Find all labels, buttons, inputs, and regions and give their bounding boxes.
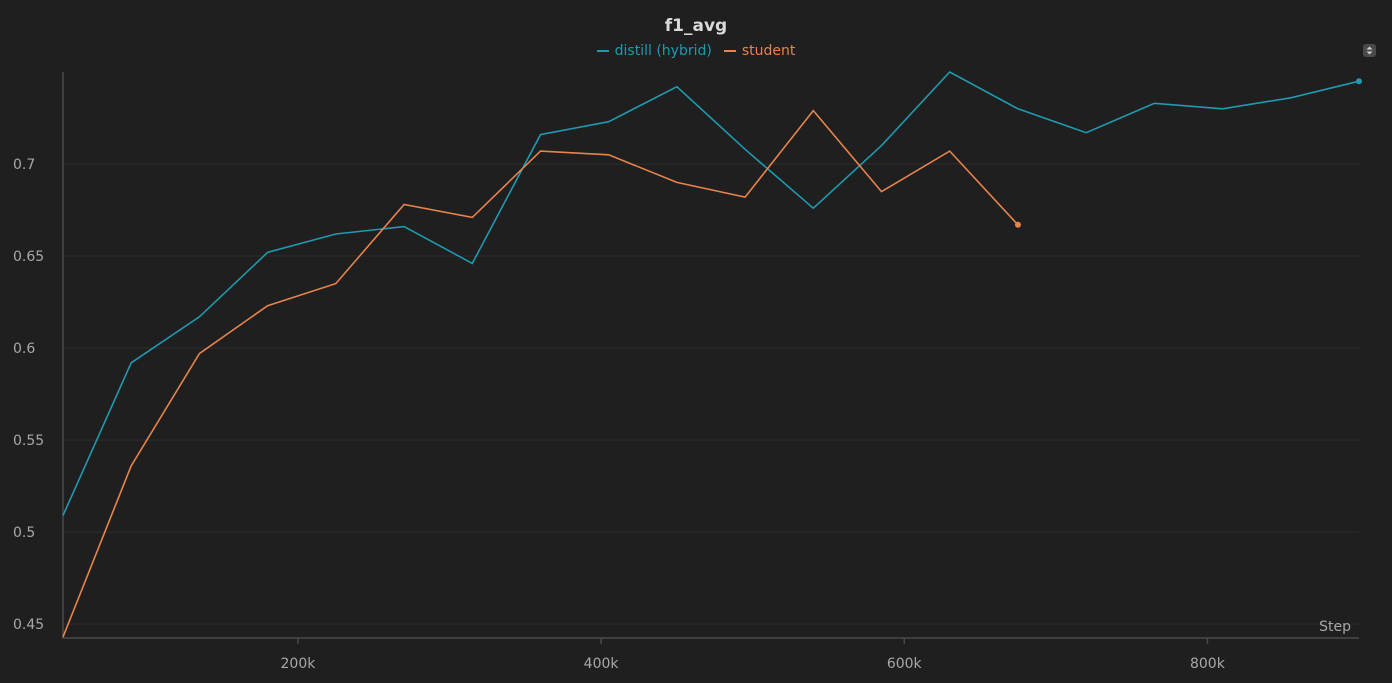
x-tick-label: 200k: [281, 656, 317, 672]
y-tick-label: 0.45: [13, 617, 44, 633]
legend-item-student[interactable]: student: [723, 43, 796, 59]
legend-label-distill: distill (hybrid): [614, 43, 712, 59]
y-tick-label: 0.7: [13, 157, 35, 173]
x-tick-label: 600k: [887, 656, 923, 672]
legend-item-distill[interactable]: distill (hybrid): [596, 43, 712, 59]
x-tick-label: 400k: [584, 656, 620, 672]
y-tick-label: 0.5: [13, 525, 35, 541]
y-tick-label: 0.55: [13, 433, 44, 449]
series-line-distill: [62, 71, 1360, 516]
series-end-marker-distill: [1356, 78, 1362, 85]
legend-swatch-distill: [596, 50, 609, 52]
legend: distill (hybrid) student: [0, 43, 1392, 59]
x-tick-label: 800k: [1190, 656, 1226, 672]
series-end-marker-student: [1014, 221, 1021, 228]
x-axis-label: Step: [1319, 619, 1351, 635]
legend-label-student: student: [741, 43, 796, 59]
panel-menu-button[interactable]: [1363, 44, 1376, 57]
series-line-student: [62, 109, 1019, 638]
y-tick-label: 0.6: [13, 341, 35, 357]
sort-arrows-icon: [1366, 46, 1373, 55]
chart-title: f1_avg: [664, 16, 728, 36]
y-tick-label: 0.65: [13, 249, 44, 265]
legend-swatch-student: [723, 50, 736, 52]
